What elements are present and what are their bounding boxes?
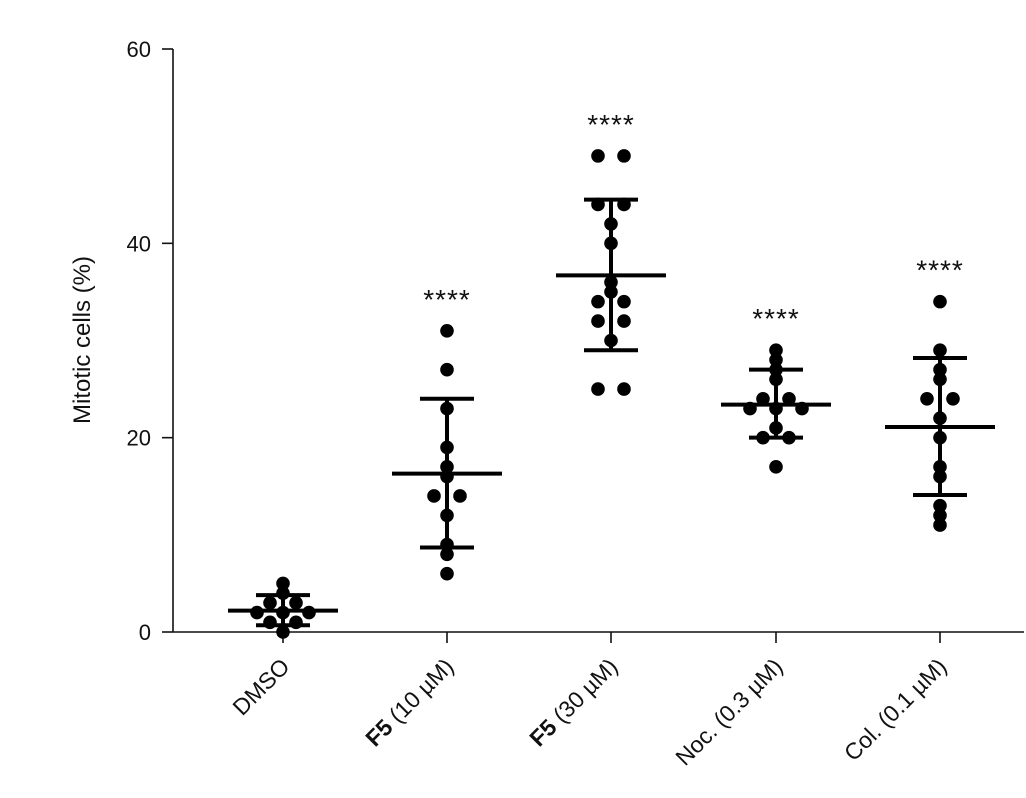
x-tick-label: Noc. (0.3 µM) xyxy=(670,653,787,770)
data-point xyxy=(263,596,277,610)
group-1: **** xyxy=(392,284,502,581)
significance-label: **** xyxy=(752,303,800,334)
group-2: **** xyxy=(556,109,666,396)
chart-marks: **** **** **** **** xyxy=(228,109,995,639)
x-tick-label-text: Col. (0.1 µM) xyxy=(839,653,952,766)
data-point xyxy=(617,382,631,396)
data-point xyxy=(769,353,783,367)
x-tick-label-text: Noc. (0.3 µM) xyxy=(670,653,787,770)
data-point xyxy=(453,489,467,503)
significance-label: **** xyxy=(587,109,635,140)
data-point xyxy=(617,314,631,328)
data-point xyxy=(440,362,454,377)
y-axis-title: Mitotic cells (%) xyxy=(69,256,96,424)
x-tick-label-text: (30 µM) xyxy=(543,653,622,732)
x-tick-label: Col. (0.1 µM) xyxy=(839,653,952,766)
data-point xyxy=(769,343,783,358)
x-tick-label: DMSO xyxy=(227,653,294,720)
x-tick-label: F5 (30 µM) xyxy=(524,653,622,751)
data-point xyxy=(782,392,796,406)
group-0 xyxy=(228,576,338,639)
data-point xyxy=(440,323,454,338)
data-point xyxy=(756,392,770,406)
x-tick-label: F5 (10 µM) xyxy=(360,653,458,751)
axes: 0 20 40 60 DMSO F5 (10 µM) F5 (30 µM) Noc. (0.3… xyxy=(127,37,1024,770)
data-point xyxy=(440,566,454,581)
data-point xyxy=(769,460,783,474)
data-point xyxy=(933,343,947,358)
data-point xyxy=(933,508,947,523)
data-point xyxy=(289,596,303,610)
y-tick-label: 20 xyxy=(127,426,151,451)
significance-label: **** xyxy=(423,284,471,315)
data-point xyxy=(591,294,605,309)
data-point xyxy=(591,314,605,328)
data-point xyxy=(617,294,631,309)
significance-label: **** xyxy=(916,255,964,286)
group-4: **** xyxy=(885,255,995,532)
data-point xyxy=(427,489,441,503)
data-point xyxy=(933,518,947,532)
data-point xyxy=(933,498,947,513)
y-tick-label: 60 xyxy=(127,37,151,62)
data-point xyxy=(933,294,947,309)
y-tick-label: 40 xyxy=(127,231,151,256)
data-point xyxy=(617,149,631,163)
data-point xyxy=(920,392,934,406)
y-tick-label: 0 xyxy=(139,620,151,645)
data-point xyxy=(276,576,290,591)
x-tick-label-text: DMSO xyxy=(227,653,294,720)
data-point xyxy=(440,547,454,562)
data-point xyxy=(591,382,605,396)
x-tick-label-text: (10 µM) xyxy=(379,653,458,732)
data-point xyxy=(591,149,605,163)
data-point xyxy=(946,392,960,406)
data-point xyxy=(276,625,290,639)
group-3: **** xyxy=(721,303,831,474)
